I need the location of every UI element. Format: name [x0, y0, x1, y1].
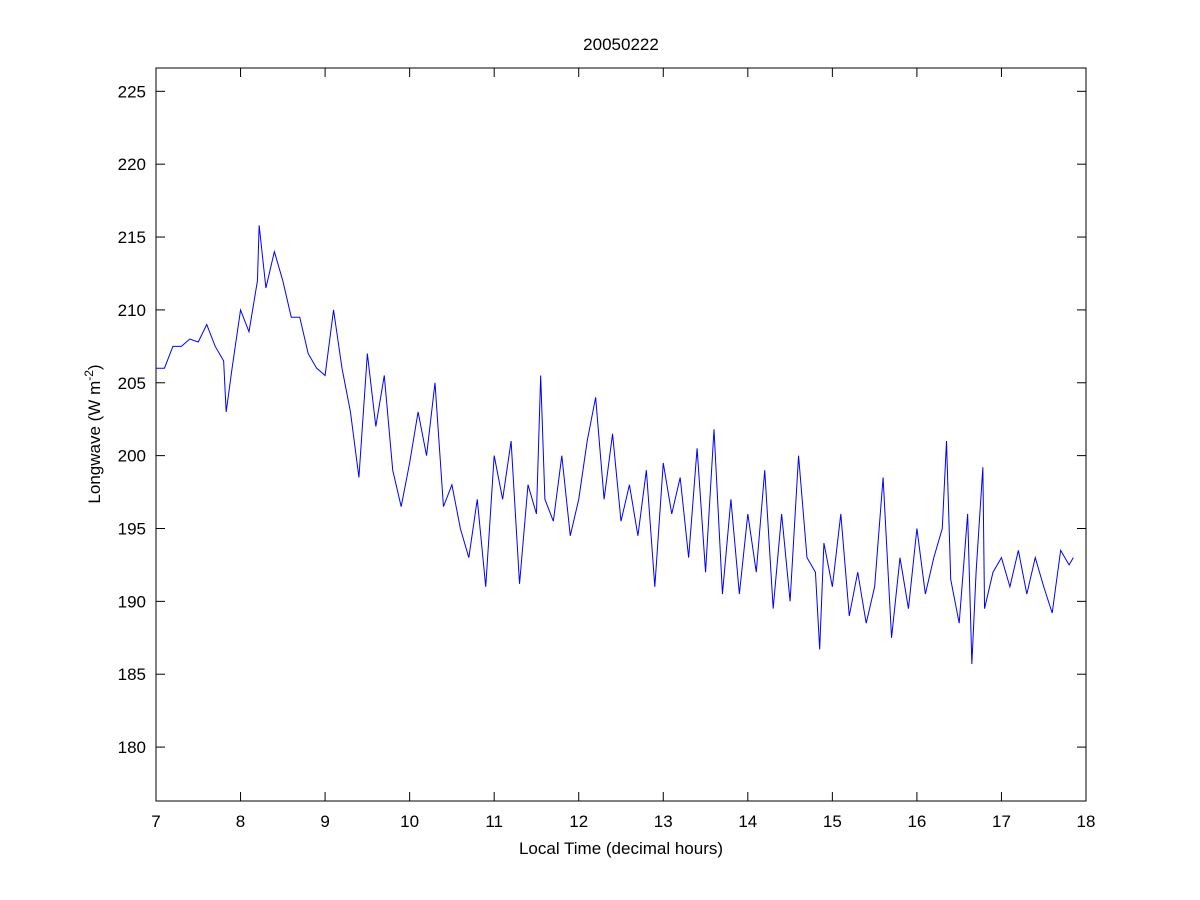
y-tick-label: 225 [118, 82, 146, 101]
x-tick-label: 8 [236, 812, 245, 831]
x-tick-label: 9 [320, 812, 329, 831]
x-tick-label: 14 [738, 812, 757, 831]
y-tick-label: 210 [118, 301, 146, 320]
y-label-sup: -2 [82, 370, 96, 381]
x-tick-label: 11 [485, 812, 503, 831]
y-tick-label: 205 [118, 374, 146, 393]
x-tick-label: 16 [907, 812, 926, 831]
x-tick-label: 13 [654, 812, 673, 831]
y-tick-label: 200 [118, 447, 146, 466]
y-tick-label: 215 [118, 228, 146, 247]
y-label-end: ) [85, 364, 104, 370]
x-tick-label: 10 [400, 812, 419, 831]
y-tick-label: 185 [118, 665, 146, 684]
x-tick-label: 17 [992, 812, 1011, 831]
x-tick-label: 15 [823, 812, 842, 831]
x-tick-label: 18 [1077, 812, 1096, 831]
chart-title: 20050222 [583, 35, 659, 54]
x-tick-label: 7 [151, 812, 160, 831]
y-tick-label: 190 [118, 592, 146, 611]
y-axis-label: Longwave (W m-2) [82, 364, 104, 503]
plot-box [155, 67, 1087, 802]
x-axis-label: Local Time (decimal hours) [519, 839, 723, 858]
y-tick-label: 220 [118, 155, 146, 174]
data-line [156, 225, 1074, 665]
x-tick-label: 12 [569, 812, 588, 831]
y-tick-label: 180 [118, 738, 146, 757]
y-label-main: Longwave (W m [85, 381, 104, 504]
y-tick-label: 195 [118, 519, 146, 538]
